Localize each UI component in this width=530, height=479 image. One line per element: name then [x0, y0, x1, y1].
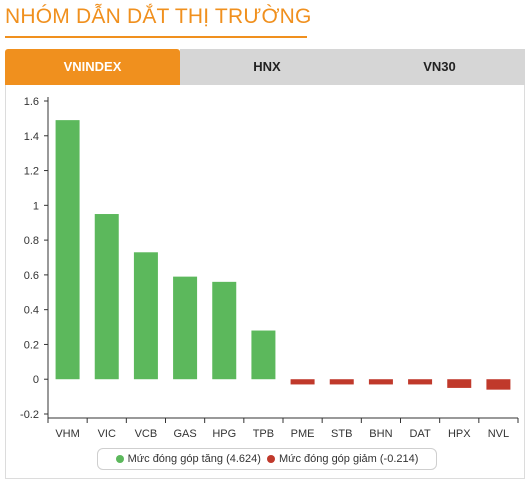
bar-vic[interactable] [94, 214, 119, 380]
x-tick-label: HPG [212, 428, 236, 440]
bar-stb[interactable] [329, 379, 354, 385]
x-tick-label: STB [331, 428, 352, 440]
x-tick-label: GAS [173, 428, 196, 440]
y-tick-label: 0.8 [24, 235, 39, 247]
x-tick-label: HPX [448, 428, 471, 440]
bar-nvl[interactable] [486, 379, 511, 390]
x-tick-label: BHN [369, 428, 392, 440]
x-tick-label: NVL [488, 428, 509, 440]
tab-vnindex[interactable]: VNINDEX [5, 49, 180, 85]
tab-hnx[interactable]: HNX [180, 49, 354, 85]
legend-increase-label: Mức đóng góp tăng (4.624) [127, 453, 261, 465]
y-tick-label: 1 [33, 200, 39, 212]
legend-item-decrease[interactable]: Mức đóng góp giảm (-0.214) [266, 453, 419, 465]
y-tick-label: 1.6 [24, 96, 39, 108]
bar-vhm[interactable] [55, 120, 80, 380]
x-tick-label: VCB [135, 428, 158, 440]
bar-bhn[interactable] [368, 379, 393, 385]
y-tick-label: 0.4 [24, 305, 39, 317]
y-tick-label: 0 [33, 374, 39, 386]
x-tick-label: TPB [253, 428, 274, 440]
bar-gas[interactable] [173, 276, 198, 380]
title-underline [5, 36, 307, 38]
bar-tpb[interactable] [251, 330, 276, 380]
chart-container [5, 85, 525, 479]
bar-pme[interactable] [290, 379, 315, 385]
y-tick-label: 0.6 [24, 270, 39, 282]
y-tick-label: -0.2 [20, 409, 39, 421]
legend-decrease-label: Mức đóng góp giảm (-0.214) [278, 453, 419, 465]
bar-dat[interactable] [408, 379, 433, 385]
bars-group [55, 120, 511, 390]
legend-decrease-dot-icon [266, 455, 275, 463]
bar-hpx[interactable] [447, 379, 472, 388]
tab-vn30[interactable]: VN30 [354, 49, 525, 85]
bar-hpg[interactable] [212, 281, 237, 380]
legend-item-increase[interactable]: Mức đóng góp tăng (4.624) [115, 453, 261, 465]
x-tick-label: VIC [98, 428, 116, 440]
x-tick-label: VHM [55, 428, 79, 440]
y-axis: 1.6 1.4 1.2 1 0.8 0.6 0.4 0.2 0 -0.2 [20, 96, 49, 421]
x-tick-label: PME [291, 428, 315, 440]
x-axis: VHM VIC VCB GAS HPG TPB PME STB BHN DAT HPX NVL [47, 417, 519, 440]
y-tick-label: 1.2 [24, 166, 39, 178]
widget-title: NHÓM DẪN DẮT THỊ TRƯỜNG [5, 5, 312, 28]
chart-legend: Mức đóng góp tăng (4.624) Mức đóng góp g… [97, 448, 437, 470]
x-tick-label: DAT [409, 428, 430, 440]
legend-increase-dot-icon [115, 455, 124, 463]
bar-vcb[interactable] [133, 252, 158, 380]
y-tick-label: 1.4 [24, 131, 39, 143]
index-tabs: VNINDEX HNX VN30 [5, 49, 525, 85]
y-tick-label: 0.2 [24, 339, 39, 351]
